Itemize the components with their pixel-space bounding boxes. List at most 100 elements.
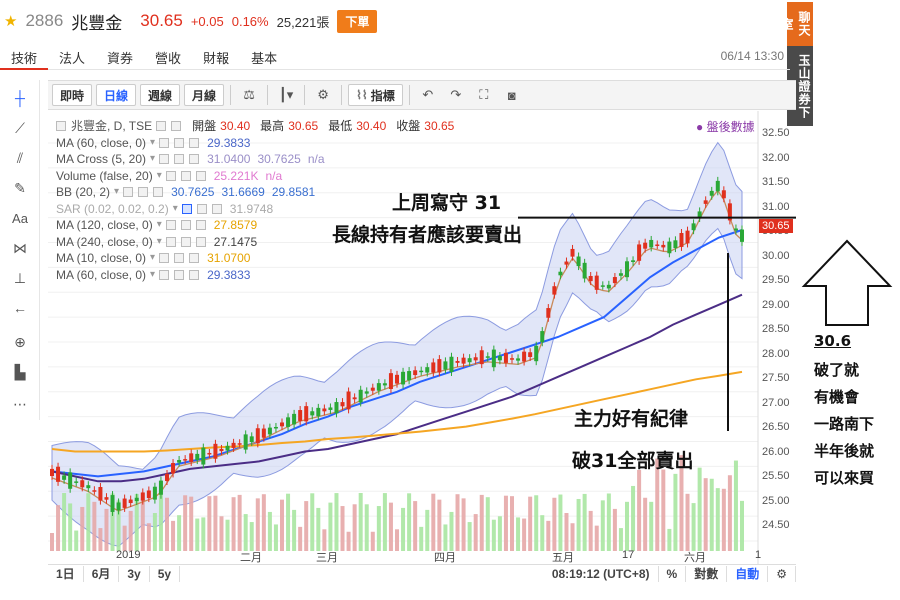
ruler-icon[interactable]: ▙ xyxy=(14,363,26,380)
tab-fundamentals[interactable]: 基本 xyxy=(251,51,278,66)
volume-bar xyxy=(588,510,593,551)
axis-settings-icon[interactable]: ⚙ xyxy=(768,566,796,582)
volume-bar xyxy=(128,510,133,551)
settings-icon[interactable] xyxy=(174,154,185,165)
close-icon[interactable] xyxy=(195,220,206,231)
log-toggle[interactable]: 對數 xyxy=(686,566,728,582)
visibility-icon[interactable] xyxy=(165,236,176,247)
settings-icon[interactable] xyxy=(171,121,182,132)
visibility-icon[interactable] xyxy=(159,154,170,165)
settings-icon[interactable] xyxy=(180,170,191,181)
visibility-icon[interactable] xyxy=(123,187,134,198)
order-button[interactable]: 下單 xyxy=(337,9,378,33)
volume-bar xyxy=(334,493,339,551)
indicator-name[interactable]: MA (120, close, 0) xyxy=(56,218,153,232)
chat-room-button[interactable]: 聊天室 xyxy=(780,2,813,46)
crosshair-icon[interactable]: ┼ xyxy=(15,90,25,106)
indicator-name[interactable]: MA (60, close, 0) xyxy=(56,267,147,282)
daily-button[interactable]: 日線 xyxy=(96,84,137,106)
tab-technical[interactable]: 技術 xyxy=(0,44,49,70)
range-6m[interactable]: 6月 xyxy=(84,566,120,582)
pattern-icon[interactable]: ⋈ xyxy=(13,239,27,256)
back-arrow-icon[interactable]: ← xyxy=(13,300,27,316)
zoom-icon[interactable]: ⊕ xyxy=(14,333,26,350)
gear-icon[interactable]: ⚙ xyxy=(317,87,329,102)
fib-icon[interactable]: ⫽ xyxy=(16,149,24,166)
trendline-icon[interactable]: ⟋ xyxy=(15,119,25,136)
close-icon[interactable] xyxy=(189,253,200,264)
volume-bar xyxy=(146,523,151,551)
visibility-icon[interactable] xyxy=(181,203,192,214)
monthly-button[interactable]: 月線 xyxy=(184,84,225,106)
chevron-down-icon[interactable]: ▾ xyxy=(156,235,162,247)
volume-bar xyxy=(407,493,412,551)
candle-type-icon[interactable]: ┃▾ xyxy=(278,87,294,102)
close-icon[interactable] xyxy=(189,269,200,280)
volume-bar xyxy=(292,509,297,551)
legend-row: BB (20, 2) ▾ 30.7625 31.6669 29.8581 xyxy=(56,184,536,201)
range-5y[interactable]: 5y xyxy=(150,566,181,582)
visibility-icon[interactable] xyxy=(165,170,176,181)
close-icon[interactable] xyxy=(153,187,164,198)
close-icon[interactable] xyxy=(189,154,200,165)
undo-icon[interactable]: ↶ xyxy=(422,87,434,102)
settings-icon[interactable] xyxy=(174,269,185,280)
more-icon[interactable]: ⋯ xyxy=(13,395,27,412)
candle-body xyxy=(80,480,85,488)
scale-icon[interactable]: ⚖ xyxy=(243,87,255,102)
auto-toggle[interactable]: 自動 xyxy=(727,566,769,582)
chevron-down-icon[interactable]: ▾ xyxy=(156,219,162,230)
tab-financials[interactable]: 財報 xyxy=(203,51,230,66)
collapse-icon[interactable] xyxy=(56,121,66,132)
indicator-name[interactable]: Volume (false, 20) xyxy=(56,168,153,183)
visibility-icon[interactable] xyxy=(159,137,170,148)
chevron-down-icon[interactable]: ▾ xyxy=(172,202,178,214)
star-icon[interactable]: ★ xyxy=(4,13,18,30)
indicator-name[interactable]: MA (240, close, 0) xyxy=(56,234,153,249)
indicator-name[interactable]: BB (20, 2) xyxy=(56,185,111,199)
close-icon[interactable] xyxy=(211,203,222,214)
text-icon[interactable]: Aa xyxy=(12,210,28,226)
tab-revenue[interactable]: 營收 xyxy=(155,51,182,66)
measure-icon[interactable]: ⊥ xyxy=(13,269,27,286)
indicator-name[interactable]: SAR (0.02, 0.02, 0.2) xyxy=(56,201,169,216)
visibility-icon[interactable] xyxy=(165,220,176,231)
settings-icon[interactable] xyxy=(180,220,191,231)
fullscreen-icon[interactable]: ⛶ xyxy=(479,87,489,102)
tab-margin[interactable]: 資券 xyxy=(107,51,134,66)
tab-institutional[interactable]: 法人 xyxy=(59,51,86,66)
indicator-value: 29.3833 xyxy=(207,135,251,150)
camera-icon[interactable]: ◙ xyxy=(507,87,516,103)
range-1d[interactable]: 1日 xyxy=(48,566,84,582)
intraday-button[interactable]: 即時 xyxy=(52,84,93,106)
chevron-down-icon[interactable]: ▾ xyxy=(150,153,156,164)
indicator-name[interactable]: MA Cross (5, 20) xyxy=(56,152,147,166)
indicator-name[interactable]: MA (10, close, 0) xyxy=(56,251,147,265)
weekly-button[interactable]: 週線 xyxy=(140,84,181,106)
settings-icon[interactable] xyxy=(196,203,207,214)
settings-icon[interactable] xyxy=(174,137,185,148)
redo-icon[interactable]: ↷ xyxy=(450,87,462,102)
chevron-down-icon[interactable]: ▾ xyxy=(150,252,156,263)
visibility-icon[interactable] xyxy=(156,121,167,132)
candle-body xyxy=(425,367,430,373)
indicators-button[interactable]: ⌇⌇ 指標 xyxy=(348,84,403,106)
chevron-down-icon[interactable]: ▾ xyxy=(150,268,156,280)
close-icon[interactable] xyxy=(195,236,206,247)
settings-icon[interactable] xyxy=(138,187,149,198)
percent-toggle[interactable]: % xyxy=(659,566,687,582)
close-icon[interactable] xyxy=(189,137,200,148)
indicator-name[interactable]: MA (60, close, 0) xyxy=(56,135,147,150)
candle-body xyxy=(401,371,406,385)
settings-icon[interactable] xyxy=(174,253,185,264)
brush-icon[interactable]: ✎ xyxy=(14,179,26,196)
after-hours-link[interactable]: ● 盤後數據 xyxy=(696,120,755,134)
visibility-icon[interactable] xyxy=(159,253,170,264)
chevron-down-icon[interactable]: ▾ xyxy=(114,186,120,197)
settings-icon[interactable] xyxy=(180,236,191,247)
close-icon[interactable] xyxy=(195,170,206,181)
visibility-icon[interactable] xyxy=(159,269,170,280)
chevron-down-icon[interactable]: ▾ xyxy=(150,136,156,148)
range-3y[interactable]: 3y xyxy=(119,566,150,582)
chevron-down-icon[interactable]: ▾ xyxy=(156,169,162,181)
